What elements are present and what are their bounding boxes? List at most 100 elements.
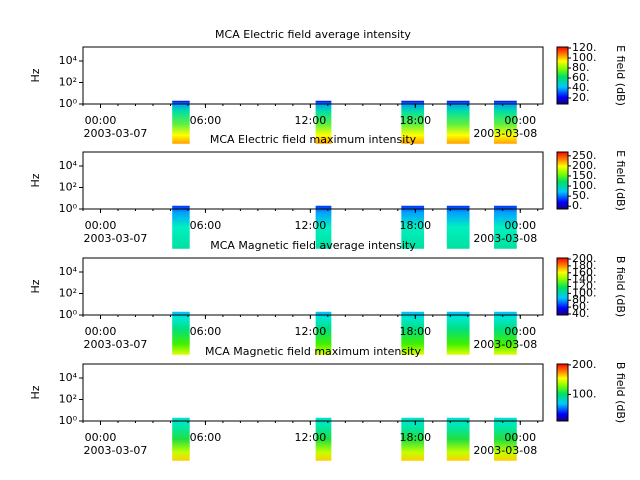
y-tick-label: 10⁴ (59, 54, 78, 67)
x-tick-label: 06:00 (190, 431, 222, 444)
colorbar-tick-label: 100. (572, 179, 597, 192)
y-tick-label: 10⁴ (59, 159, 78, 172)
colorbar-tick-label: 60. (572, 71, 590, 84)
colorbar-tick-label: 200. (572, 159, 597, 172)
spectrogram-block (172, 205, 190, 249)
spectrogram-block (494, 100, 517, 144)
plot-frame (82, 257, 544, 316)
date-label: 2003-03-08 (473, 232, 537, 245)
y-tick-label: 10² (59, 286, 77, 299)
plot-frame (82, 151, 544, 210)
x-tick-label: 00:00 (85, 325, 117, 338)
colorbar-tick-label: 200. (572, 252, 597, 265)
colorbar (556, 151, 569, 210)
x-tick-label: 06:00 (190, 114, 222, 127)
spectrogram-block (315, 417, 332, 461)
y-tick-label: 10² (59, 180, 77, 193)
colorbar-tick-label: 150. (572, 169, 597, 182)
colorbar-tick-label: 60. (572, 300, 590, 313)
x-tick-label: 00:00 (504, 431, 536, 444)
colorbar-tick-label: 120. (572, 280, 597, 293)
colorbar-tick-label: 120. (572, 41, 597, 54)
y-tick-label: 10⁴ (59, 371, 78, 384)
date-label: 2003-03-07 (83, 338, 147, 351)
x-tick-label: 12:00 (295, 431, 327, 444)
spectrogram-block (446, 311, 470, 355)
colorbar-label: B field (dB) (614, 256, 627, 317)
colorbar (556, 46, 569, 105)
colorbar-tick-label: 250. (572, 149, 597, 162)
date-label: 2003-03-07 (83, 444, 147, 457)
y-tick-label: 10⁰ (59, 97, 78, 110)
colorbar-tick-label: 140. (572, 273, 597, 286)
spectrogram-block (494, 417, 517, 461)
panel-title: MCA Magnetic field maximum intensity (205, 345, 421, 358)
colorbar-label: B field (dB) (614, 362, 627, 423)
x-tick-label: 00:00 (85, 219, 117, 232)
y-tick-label: 10⁰ (59, 202, 78, 215)
x-tick-label: 00:00 (504, 219, 536, 232)
panel-title: MCA Electric field maximum intensity (210, 133, 417, 146)
colorbar-tick-label: 40. (572, 81, 590, 94)
spectrogram-block (401, 417, 425, 461)
spectrogram-block (401, 100, 425, 144)
panel-title: MCA Electric field average intensity (215, 28, 411, 41)
x-tick-label: 12:00 (295, 219, 327, 232)
colorbar-tick-label: 0. (572, 199, 583, 212)
spectrogram-block (494, 311, 517, 355)
spectrogram-block (315, 311, 332, 355)
colorbar-tick-label: 180. (572, 259, 597, 272)
y-axis-label: Hz (29, 385, 42, 399)
y-tick-label: 10² (59, 392, 77, 405)
colorbar-tick-label: 100. (572, 286, 597, 299)
x-tick-label: 00:00 (85, 431, 117, 444)
date-label: 2003-03-08 (473, 338, 537, 351)
x-tick-label: 18:00 (399, 325, 431, 338)
x-tick-label: 00:00 (504, 325, 536, 338)
y-axis-label: Hz (29, 279, 42, 293)
spectrogram-block (401, 311, 425, 355)
plot-frame (82, 363, 544, 422)
colorbar-label: E field (dB) (614, 150, 627, 211)
date-label: 2003-03-08 (473, 444, 537, 457)
x-tick-label: 12:00 (295, 325, 327, 338)
colorbar-tick-label: 20. (572, 91, 590, 104)
spectrogram-block (172, 417, 190, 461)
x-tick-label: 00:00 (504, 114, 536, 127)
y-tick-label: 10⁰ (59, 308, 78, 321)
colorbar-label: E field (dB) (614, 45, 627, 106)
spectrogram-block (315, 205, 332, 249)
spectrogram-block (446, 100, 470, 144)
colorbar-tick-label: 160. (572, 266, 597, 279)
colorbar-tick-label: 100. (572, 387, 597, 400)
spectrogram-block (401, 205, 425, 249)
x-tick-label: 18:00 (399, 114, 431, 127)
colorbar-tick-label: 80. (572, 293, 590, 306)
colorbar-tick-label: 100. (572, 51, 597, 64)
spectrogram-block (446, 205, 470, 249)
plot-frame (82, 46, 544, 105)
panel-title: MCA Magnetic field average intensity (210, 239, 416, 252)
colorbar-tick-label: 50. (572, 189, 590, 202)
colorbar (556, 363, 569, 422)
date-label: 2003-03-07 (83, 127, 147, 140)
spectrogram-block (172, 100, 190, 144)
x-tick-label: 12:00 (295, 114, 327, 127)
spectrogram-block (446, 417, 470, 461)
colorbar-tick-label: 40. (572, 307, 590, 320)
x-tick-label: 00:00 (85, 114, 117, 127)
x-tick-label: 06:00 (190, 325, 222, 338)
date-label: 2003-03-08 (473, 127, 537, 140)
spectrogram-block (315, 100, 332, 144)
x-tick-label: 18:00 (399, 431, 431, 444)
y-axis-label: Hz (29, 68, 42, 82)
y-tick-label: 10² (59, 75, 77, 88)
x-tick-label: 18:00 (399, 219, 431, 232)
colorbar (556, 257, 569, 316)
colorbar-tick-label: 200. (572, 358, 597, 371)
spectrogram-block (494, 205, 517, 249)
y-axis-label: Hz (29, 173, 42, 187)
y-tick-label: 10⁰ (59, 414, 78, 427)
spectrogram-block (172, 311, 190, 355)
